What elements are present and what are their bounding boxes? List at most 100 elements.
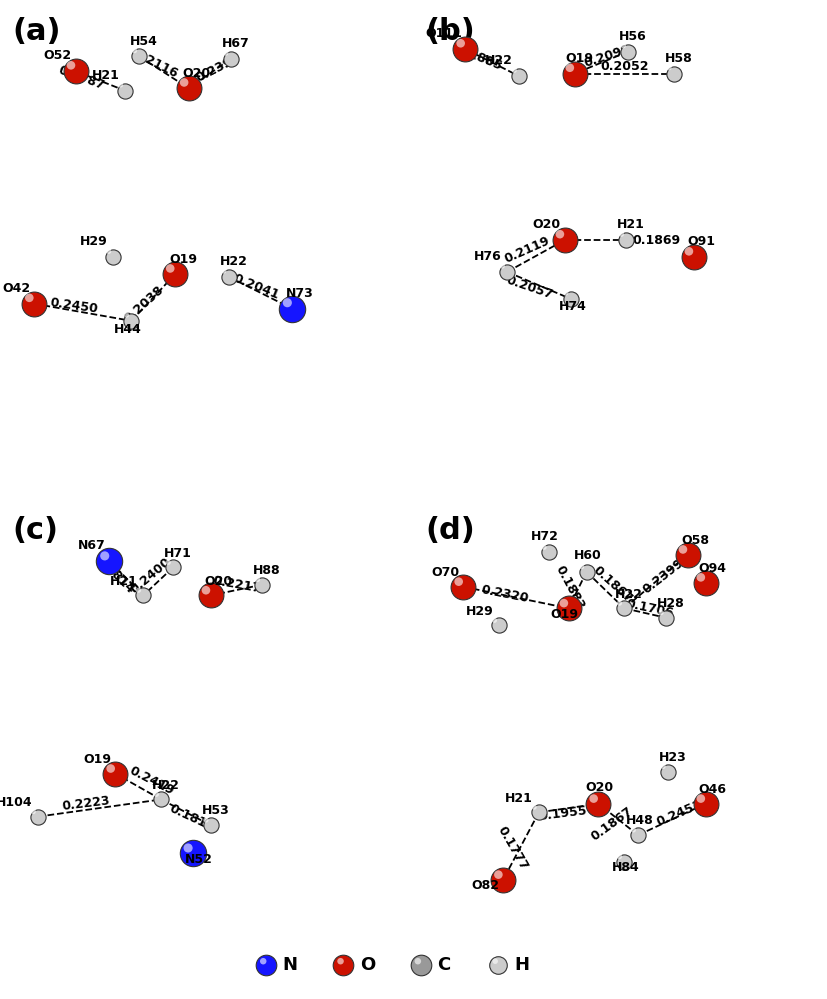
Point (27, 296, 41, 312)
Text: 0.2400: 0.2400 (127, 555, 173, 596)
Text: 0.1814: 0.1814 (93, 553, 137, 596)
Point (580, 563, 593, 579)
Point (169, 267, 182, 283)
Text: H22: H22 (152, 778, 179, 792)
Point (667, 66, 681, 82)
Point (694, 569, 707, 585)
Text: H28: H28 (657, 597, 685, 610)
Point (575, 558, 588, 574)
Text: H74: H74 (559, 301, 586, 314)
Point (166, 559, 179, 575)
Point (181, 840, 194, 856)
Point (488, 612, 501, 628)
Text: O20: O20 (204, 574, 232, 587)
Point (489, 953, 502, 969)
Text: 0.1787: 0.1787 (57, 63, 107, 92)
Text: H53: H53 (202, 804, 229, 817)
Point (682, 244, 696, 260)
Point (414, 957, 428, 973)
Text: H21: H21 (109, 574, 137, 587)
Point (662, 763, 675, 779)
Point (104, 760, 117, 776)
Text: N52: N52 (185, 853, 213, 866)
Point (26, 803, 40, 819)
Text: (b): (b) (426, 17, 476, 46)
Text: H22: H22 (219, 255, 247, 268)
Text: O91: O91 (687, 236, 715, 249)
Text: 0.1883: 0.1883 (552, 563, 586, 612)
Point (492, 866, 505, 883)
Text: H23: H23 (659, 751, 686, 764)
Text: 0.2038: 0.2038 (122, 284, 166, 326)
Point (699, 574, 712, 590)
Text: 0.1867: 0.1867 (588, 804, 635, 843)
Point (102, 244, 115, 260)
Text: O82: O82 (471, 879, 500, 892)
Text: 0.1777: 0.1777 (495, 824, 530, 872)
Point (131, 582, 145, 598)
Point (224, 51, 237, 67)
Point (493, 617, 506, 633)
Text: O19: O19 (566, 52, 593, 65)
Point (136, 587, 150, 603)
Point (204, 587, 218, 603)
Point (251, 571, 264, 587)
Point (260, 957, 273, 973)
Point (681, 546, 695, 562)
Text: H71: H71 (164, 546, 192, 559)
Point (337, 957, 350, 973)
Point (256, 576, 269, 592)
Point (31, 808, 45, 824)
Point (114, 77, 127, 93)
Point (654, 604, 667, 620)
Point (459, 41, 472, 57)
Text: O19: O19 (84, 753, 112, 766)
Text: 0.1814: 0.1814 (167, 802, 217, 834)
Text: 0.2217: 0.2217 (212, 574, 261, 595)
Text: O19: O19 (551, 608, 579, 621)
Point (500, 264, 514, 280)
Text: 0.2052: 0.2052 (600, 60, 648, 73)
Point (657, 758, 670, 774)
Text: H29: H29 (466, 604, 493, 617)
Point (568, 66, 581, 82)
Point (219, 45, 232, 61)
Point (562, 600, 576, 616)
Text: O19: O19 (169, 253, 197, 266)
Point (454, 35, 467, 51)
Point (659, 609, 672, 625)
Point (186, 845, 199, 861)
Text: 0.2116: 0.2116 (131, 47, 179, 81)
Text: 0.1869: 0.1869 (632, 234, 680, 247)
Text: H21: H21 (92, 69, 119, 82)
Text: H22: H22 (485, 54, 513, 67)
Point (662, 60, 676, 76)
Point (496, 872, 509, 888)
Point (120, 307, 133, 323)
Point (150, 786, 163, 802)
Text: H54: H54 (130, 35, 158, 48)
Point (65, 57, 78, 73)
Text: H44: H44 (113, 323, 141, 336)
Point (563, 60, 576, 76)
Point (69, 63, 83, 79)
Text: 0.2223: 0.2223 (61, 794, 111, 813)
Text: O20: O20 (533, 218, 561, 231)
Text: H72: H72 (531, 530, 559, 543)
Text: O20: O20 (586, 781, 614, 794)
Point (199, 812, 213, 828)
Point (617, 38, 630, 54)
Text: H21: H21 (505, 791, 533, 804)
Text: H84: H84 (612, 861, 640, 874)
Point (222, 269, 235, 285)
Point (256, 953, 270, 969)
Point (452, 573, 466, 589)
Point (178, 75, 191, 91)
Text: H60: H60 (574, 549, 601, 562)
Text: 0.2419: 0.2419 (127, 764, 176, 798)
Text: 0.1955: 0.1955 (538, 804, 587, 823)
Point (199, 582, 213, 598)
Text: 0.2041: 0.2041 (232, 272, 281, 302)
Point (559, 285, 572, 301)
Text: H67: H67 (222, 37, 249, 50)
